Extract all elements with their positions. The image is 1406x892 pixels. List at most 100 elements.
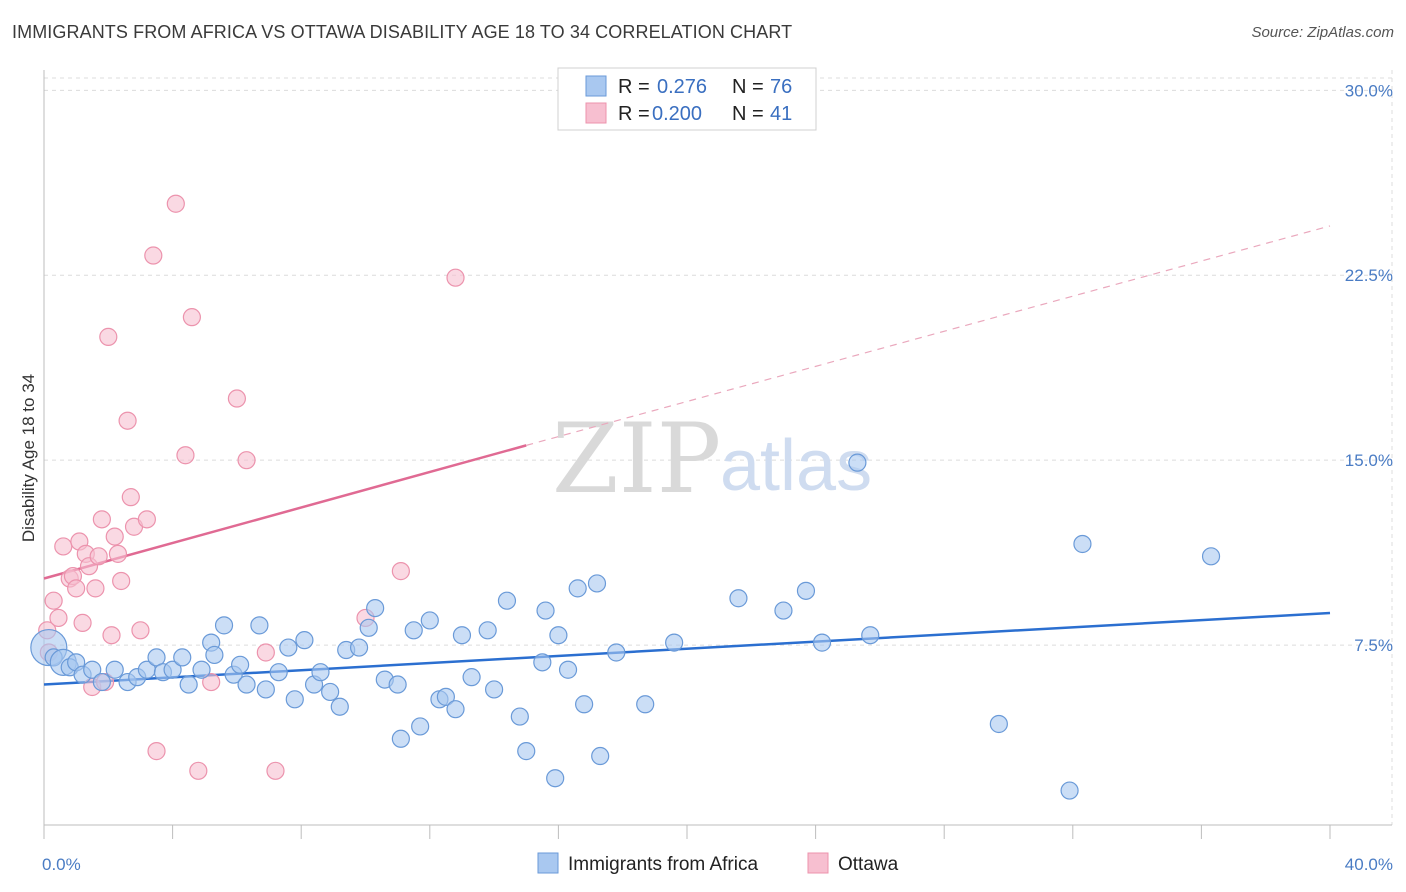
tick-labels: 7.5% 15.0% 22.5% 30.0% 0.0% 40.0% <box>42 81 1393 874</box>
africa-point-61 <box>587 574 607 593</box>
ottawa-point-18 <box>102 626 121 645</box>
legend-n-label-2: N = <box>732 103 764 125</box>
ottawa-point-14 <box>89 547 108 566</box>
legend-n-label-1: N = <box>732 76 764 98</box>
africa-point-49 <box>478 621 497 640</box>
ottawa-point-26 <box>137 510 156 529</box>
africa-point-43 <box>420 611 439 630</box>
y-tick-label-2: 22.5% <box>1345 266 1393 285</box>
legend-r-label-1: R = <box>618 76 650 98</box>
legend-swatch-pink <box>585 102 607 124</box>
ottawa-point-7 <box>67 579 86 598</box>
legend-r-label-2: R = <box>618 103 650 125</box>
africa-point-51 <box>497 591 517 610</box>
africa-point-62 <box>591 746 610 766</box>
series-label-africa: Immigrants from Africa <box>568 854 758 875</box>
africa-point-41 <box>404 621 423 640</box>
series-swatch-ottawa <box>807 852 829 874</box>
africa-point-7 <box>92 672 111 692</box>
ottawa-point-40 <box>446 268 465 287</box>
africa-point-36 <box>359 618 378 637</box>
africa-point-50 <box>485 680 504 699</box>
watermark-atlas: atlas <box>720 426 872 506</box>
x-tick-label-0: 0.0% <box>42 855 81 874</box>
africa-point-67 <box>774 601 793 620</box>
ottawa-point-23 <box>121 488 140 507</box>
ottawa-point-20 <box>108 544 128 563</box>
africa-point-73 <box>1060 781 1079 800</box>
watermark-zip: ZIP <box>552 403 721 515</box>
ottawa-point-2 <box>44 591 63 610</box>
africa-trend-line <box>43 611 1331 686</box>
ottawa-point-37 <box>266 761 285 780</box>
legend-r-value-1: 0.276 <box>657 76 707 98</box>
africa-point-52 <box>510 707 529 726</box>
africa-point-45 <box>436 687 455 706</box>
africa-point-39 <box>388 675 407 694</box>
series-legend: Immigrants from Africa Ottawa <box>537 852 899 875</box>
africa-point-58 <box>558 660 578 679</box>
africa-point-53 <box>517 742 536 761</box>
grid-lines <box>44 70 1393 825</box>
africa-point-48 <box>462 668 481 687</box>
africa-point-17 <box>192 660 211 679</box>
africa-point-69 <box>812 633 832 652</box>
africa-point-71 <box>861 626 880 645</box>
africa-point-47 <box>452 626 472 645</box>
ottawa-point-19 <box>105 527 124 546</box>
africa-point-59 <box>568 579 587 598</box>
ottawa-point-22 <box>118 411 137 430</box>
stats-legend: R = 0.276 N = 76 R = 0.200 N = 41 <box>557 67 817 131</box>
africa-point-32 <box>321 682 340 702</box>
y-tick-label-1: 15.0% <box>1345 451 1393 470</box>
ottawa-point-39 <box>391 562 410 581</box>
africa-point-8 <box>105 660 124 679</box>
series-label-ottawa: Ottawa <box>838 854 899 875</box>
ottawa-point-15 <box>92 510 111 529</box>
africa-point-15 <box>173 648 192 667</box>
ottawa-point-28 <box>147 742 166 761</box>
ottawa-trend-extension <box>526 225 1331 446</box>
africa-point-27 <box>279 638 298 657</box>
africa-point-64 <box>636 695 655 714</box>
africa-point-24 <box>250 616 269 635</box>
ottawa-point-13 <box>86 579 105 598</box>
africa-point-75 <box>1201 547 1221 566</box>
africa-point-25 <box>256 680 275 699</box>
africa-point-54 <box>533 653 552 672</box>
africa-point-68 <box>796 581 816 600</box>
ottawa-point-30 <box>176 446 195 465</box>
africa-point-66 <box>729 589 748 608</box>
source-credit: Source: ZipAtlas.com <box>1251 24 1394 41</box>
ottawa-point-17 <box>99 327 118 346</box>
ottawa-point-29 <box>166 194 185 213</box>
chart-title: IMMIGRANTS FROM AFRICA VS OTTAWA DISABIL… <box>12 22 793 42</box>
africa-point-57 <box>549 626 568 645</box>
africa-point-72 <box>989 714 1008 734</box>
africa-point-6 <box>83 660 102 679</box>
africa-point-31 <box>311 663 330 682</box>
africa-point-60 <box>575 695 594 714</box>
y-tick-label-0: 7.5% <box>1354 636 1393 655</box>
africa-point-35 <box>349 638 369 657</box>
ottawa-point-27 <box>144 246 163 265</box>
ottawa-point-9 <box>73 613 92 632</box>
africa-point-55 <box>536 601 555 620</box>
africa-point-46 <box>446 700 465 719</box>
africa-point-16 <box>179 675 198 694</box>
africa-point-19 <box>205 645 224 665</box>
ottawa-point-21 <box>112 571 131 591</box>
ottawa-point-31 <box>182 308 201 327</box>
legend-n-value-2: 41 <box>770 103 792 125</box>
africa-point-22 <box>231 655 250 674</box>
africa-point-74 <box>1073 534 1092 554</box>
africa-point-56 <box>546 769 565 788</box>
y-tick-label-3: 30.0% <box>1345 81 1393 100</box>
africa-point-42 <box>411 717 430 736</box>
africa-point-37 <box>366 598 385 618</box>
legend-r-value-2: 0.200 <box>652 103 702 125</box>
y-axis-label: Disability Age 18 to 34 <box>19 374 38 542</box>
africa-point-20 <box>214 616 234 635</box>
africa-point-70 <box>848 453 867 472</box>
